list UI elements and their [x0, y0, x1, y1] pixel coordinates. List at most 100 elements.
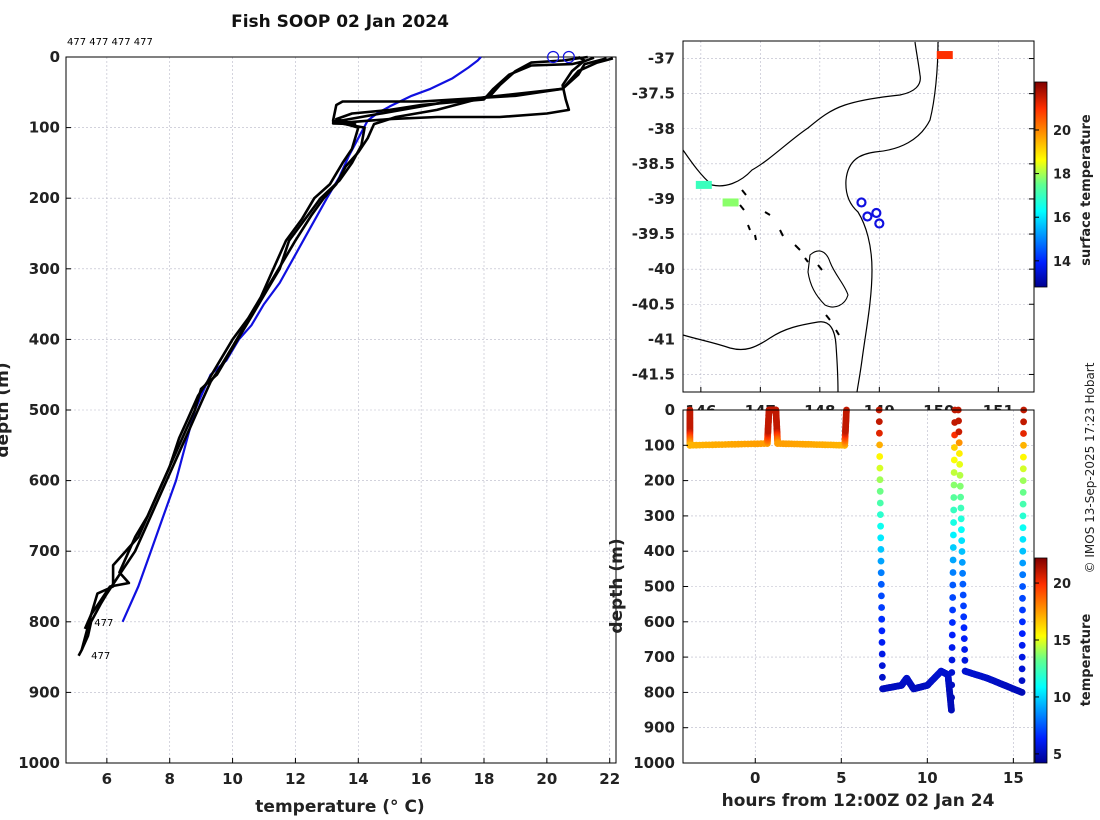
- series-line-profile-4: [77, 55, 588, 657]
- cast-sample-point: [948, 681, 956, 689]
- cast-sample-point: [948, 631, 956, 639]
- cast-sample-point: [950, 481, 958, 489]
- cast-sample-point: [876, 441, 883, 449]
- x-tick-label: 6: [102, 770, 112, 788]
- cast-sample-point: [955, 428, 963, 436]
- cast-sample-point: [950, 531, 957, 539]
- cast-sample-point: [1019, 500, 1027, 508]
- cast-sample-point: [949, 544, 957, 551]
- cast-sample-point: [956, 450, 963, 457]
- cast-sample-point: [878, 627, 886, 635]
- cast-sample-point: [1019, 571, 1027, 579]
- surface-marker: [547, 50, 560, 64]
- cast-sample-point: [1018, 653, 1026, 661]
- cast-sample-point: [877, 511, 884, 518]
- cast-sample-point: [956, 461, 964, 468]
- cast-sample-point: [1018, 665, 1026, 673]
- y-tick-label: 100: [644, 436, 675, 454]
- lat-tick-label: -40.5: [632, 295, 675, 313]
- surface-temp-point: [722, 198, 739, 207]
- profile-end-label: 477: [94, 618, 113, 629]
- cast-sample-point: [949, 619, 956, 626]
- cast-sample-point: [956, 482, 964, 490]
- map-ticks: -37 -37.5 -38 -38.5 -39 -39.5 -40 -40.5 -41 -41.5…: [632, 50, 1034, 420]
- cast-sample-point: [1019, 477, 1027, 484]
- colorbar-tick-label: 20: [1053, 577, 1071, 592]
- cast-sample-point: [1018, 677, 1026, 684]
- cast-sample-point: [878, 662, 886, 669]
- cast-sample-point: [1019, 465, 1027, 473]
- cast-sample-point: [1018, 641, 1026, 649]
- cast-sample-point: [1019, 489, 1027, 496]
- cast-series: [686, 406, 1028, 714]
- cast-sample-point: [876, 429, 883, 437]
- y-tick-label: 500: [644, 578, 675, 596]
- y-tick-label: 0: [50, 48, 60, 66]
- x-tick-label: 18: [474, 770, 495, 788]
- cast-sample-point: [878, 639, 886, 646]
- cast-sample-point: [876, 487, 884, 495]
- cast-sample-point: [876, 476, 884, 484]
- lat-tick-label: -40: [648, 260, 675, 278]
- surface-colorbar-ticks: 14 16 18 20: [1035, 124, 1071, 270]
- colorbar-tick-label: 14: [1053, 255, 1071, 270]
- left-y-axis-label: depth (m): [0, 362, 13, 457]
- y-tick-label: 400: [29, 330, 60, 348]
- colorbar-tick-label: 20: [1053, 124, 1071, 139]
- ship-position-marker: [856, 197, 867, 208]
- y-tick-label: 1000: [18, 754, 60, 772]
- lat-tick-label: -38.5: [632, 155, 675, 173]
- cast-sample-point: [1019, 583, 1026, 590]
- x-tick-label: 22: [599, 770, 620, 788]
- cast-sample-point: [877, 580, 885, 588]
- lat-tick-label: -39: [648, 190, 675, 208]
- surface-marker: [562, 50, 575, 64]
- map-grid: [683, 41, 1034, 392]
- y-tick-label: 600: [29, 472, 60, 490]
- x-tick-label: 15: [1003, 769, 1024, 787]
- x-tick-label: 10: [917, 769, 938, 787]
- cast-sample-point: [948, 644, 956, 651]
- x-tick-label: 8: [164, 770, 174, 788]
- cast-sample-point: [950, 494, 958, 501]
- cast-sample-point: [1019, 512, 1027, 520]
- cast-sample-point: [960, 602, 967, 610]
- cast-y-axis-label: depth (m): [607, 538, 627, 633]
- left-series: 477 477: [77, 50, 614, 662]
- cast-sample-point: [877, 522, 884, 530]
- cast-sample-point: [961, 656, 969, 664]
- cast-sample-point: [957, 493, 964, 501]
- cast-sample-point: [875, 418, 883, 425]
- cast-sample-point: [878, 650, 886, 658]
- cast-sample-point: [1019, 547, 1027, 555]
- cast-sample-point: [960, 613, 968, 621]
- cast-sample-point: [1020, 430, 1027, 437]
- cast-sample-point: [1018, 630, 1026, 637]
- left-grid: [66, 56, 616, 764]
- y-tick-label: 500: [29, 401, 60, 419]
- cast-sample-point: [959, 580, 967, 588]
- y-tick-label: 300: [644, 507, 675, 525]
- cast-sample-point: [960, 624, 968, 632]
- cast-x-axis-label: hours from 12:00Z 02 Jan 24: [722, 791, 995, 811]
- y-tick-label: 200: [644, 472, 675, 490]
- cast-sample-point: [878, 592, 885, 600]
- map-frame: [682, 40, 1035, 393]
- cast-sample-point: [877, 569, 885, 577]
- y-tick-label: 900: [644, 719, 675, 737]
- cast-sample-point: [1019, 536, 1027, 543]
- x-tick-label: 16: [411, 770, 432, 788]
- cast-sample-point: [1019, 606, 1026, 614]
- y-tick-label: 200: [29, 189, 60, 207]
- y-tick-label: 800: [644, 683, 675, 701]
- cast-sample-point: [951, 444, 958, 451]
- cast-sample-point: [958, 548, 966, 555]
- surface-temp-point: [936, 51, 953, 60]
- cast-sample-point: [950, 469, 958, 476]
- x-tick-label: 0: [750, 769, 760, 787]
- imos-credit: © IMOS 13-Sep-2025 17:23 Hobart: [1083, 362, 1097, 573]
- map-coastline: [682, 41, 939, 393]
- cast-sample-point: [955, 417, 962, 425]
- series-line-profile-2: [83, 57, 614, 630]
